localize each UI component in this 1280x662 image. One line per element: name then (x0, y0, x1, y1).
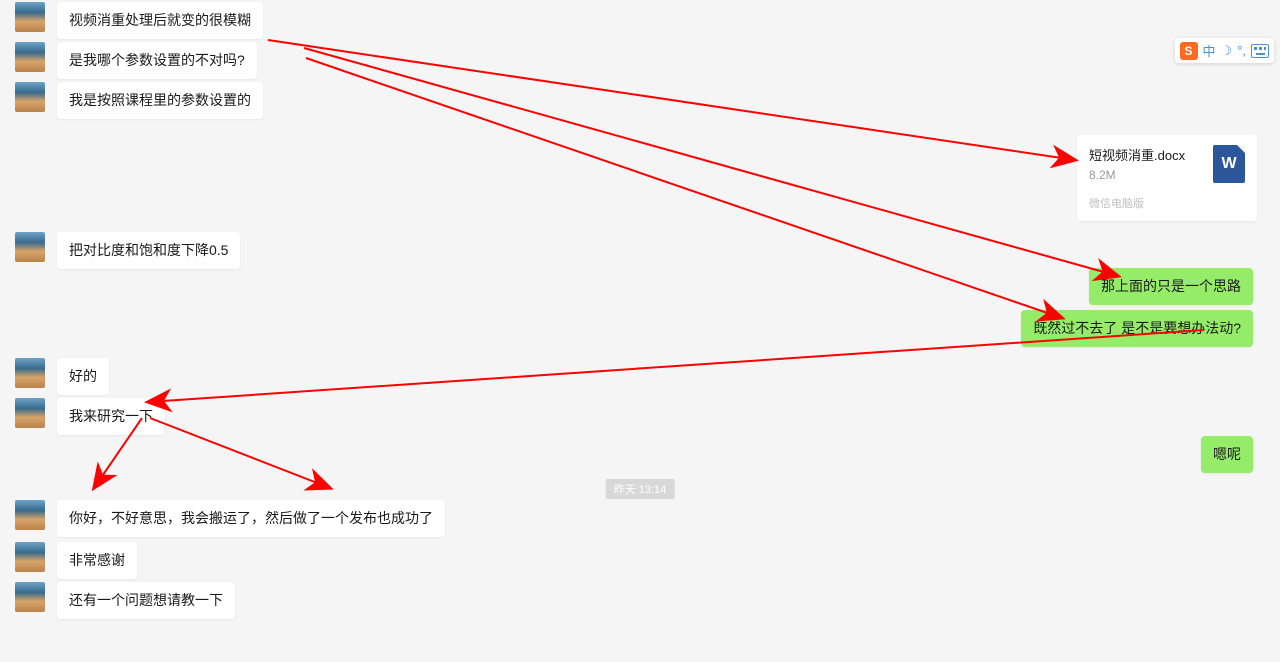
file-attachment[interactable]: 短视频消重.docx 8.2M W 微信电脑版 (1077, 135, 1257, 221)
chat-message-self[interactable]: 嗯呢 (1189, 436, 1265, 473)
message-bubble: 你好，不好意思，我会搬运了，然后做了一个发布也成功了 (57, 500, 445, 537)
ime-moon-icon[interactable]: ☽ (1221, 43, 1233, 59)
chat-message[interactable]: 好的 (15, 358, 121, 395)
ime-toolbar[interactable]: S 中 ☽ °, (1175, 38, 1274, 63)
chat-message[interactable]: 你好，不好意思，我会搬运了，然后做了一个发布也成功了 (15, 500, 457, 537)
file-name: 短视频消重.docx (1089, 145, 1213, 164)
message-bubble: 既然过不去了 是不是要想办法动? (1021, 310, 1253, 347)
chat-message-file[interactable]: 短视频消重.docx 8.2M W 微信电脑版 (1077, 135, 1265, 221)
file-source: 微信电脑版 (1089, 195, 1245, 211)
annotation-arrow (268, 40, 1075, 160)
avatar[interactable] (15, 232, 45, 262)
annotation-arrow (304, 48, 1118, 276)
timestamp-pill: 昨天 13:14 (606, 479, 675, 499)
message-bubble: 非常感谢 (57, 542, 137, 579)
chat-message[interactable]: 是我哪个参数设置的不对吗? (15, 42, 269, 79)
message-bubble: 把对比度和饱和度下降0.5 (57, 232, 240, 269)
chat-message[interactable]: 非常感谢 (15, 542, 149, 579)
ime-punctuation-icon[interactable]: °, (1237, 43, 1246, 58)
avatar[interactable] (15, 582, 45, 612)
chat-message-self[interactable]: 那上面的只是一个思路 (1077, 268, 1265, 305)
avatar[interactable] (15, 500, 45, 530)
message-bubble: 嗯呢 (1201, 436, 1253, 473)
avatar[interactable] (15, 2, 45, 32)
message-bubble: 视频消重处理后就变的很模糊 (57, 2, 263, 39)
chat-message[interactable]: 还有一个问题想请教一下 (15, 582, 247, 619)
message-bubble: 我是按照课程里的参数设置的 (57, 82, 263, 119)
chat-message[interactable]: 把对比度和饱和度下降0.5 (15, 232, 252, 269)
word-file-icon: W (1213, 145, 1245, 183)
avatar[interactable] (15, 42, 45, 72)
message-bubble: 好的 (57, 358, 109, 395)
sogou-ime-icon[interactable]: S (1180, 42, 1198, 60)
avatar[interactable] (15, 542, 45, 572)
message-bubble: 是我哪个参数设置的不对吗? (57, 42, 257, 79)
message-bubble: 我来研究一下 (57, 398, 165, 435)
file-size: 8.2M (1089, 168, 1213, 182)
message-bubble: 还有一个问题想请教一下 (57, 582, 235, 619)
avatar[interactable] (15, 358, 45, 388)
avatar[interactable] (15, 82, 45, 112)
chat-message[interactable]: 我是按照课程里的参数设置的 (15, 82, 275, 119)
chat-message[interactable]: 视频消重处理后就变的很模糊 (15, 2, 275, 39)
avatar[interactable] (15, 398, 45, 428)
ime-keyboard-icon[interactable] (1251, 44, 1269, 58)
annotation-arrow (150, 418, 330, 488)
ime-language-indicator[interactable]: 中 (1203, 41, 1216, 60)
annotation-arrow (306, 58, 1062, 318)
chat-message-self[interactable]: 既然过不去了 是不是要想办法动? (1009, 310, 1265, 347)
message-bubble: 那上面的只是一个思路 (1089, 268, 1253, 305)
chat-message[interactable]: 我来研究一下 (15, 398, 177, 435)
